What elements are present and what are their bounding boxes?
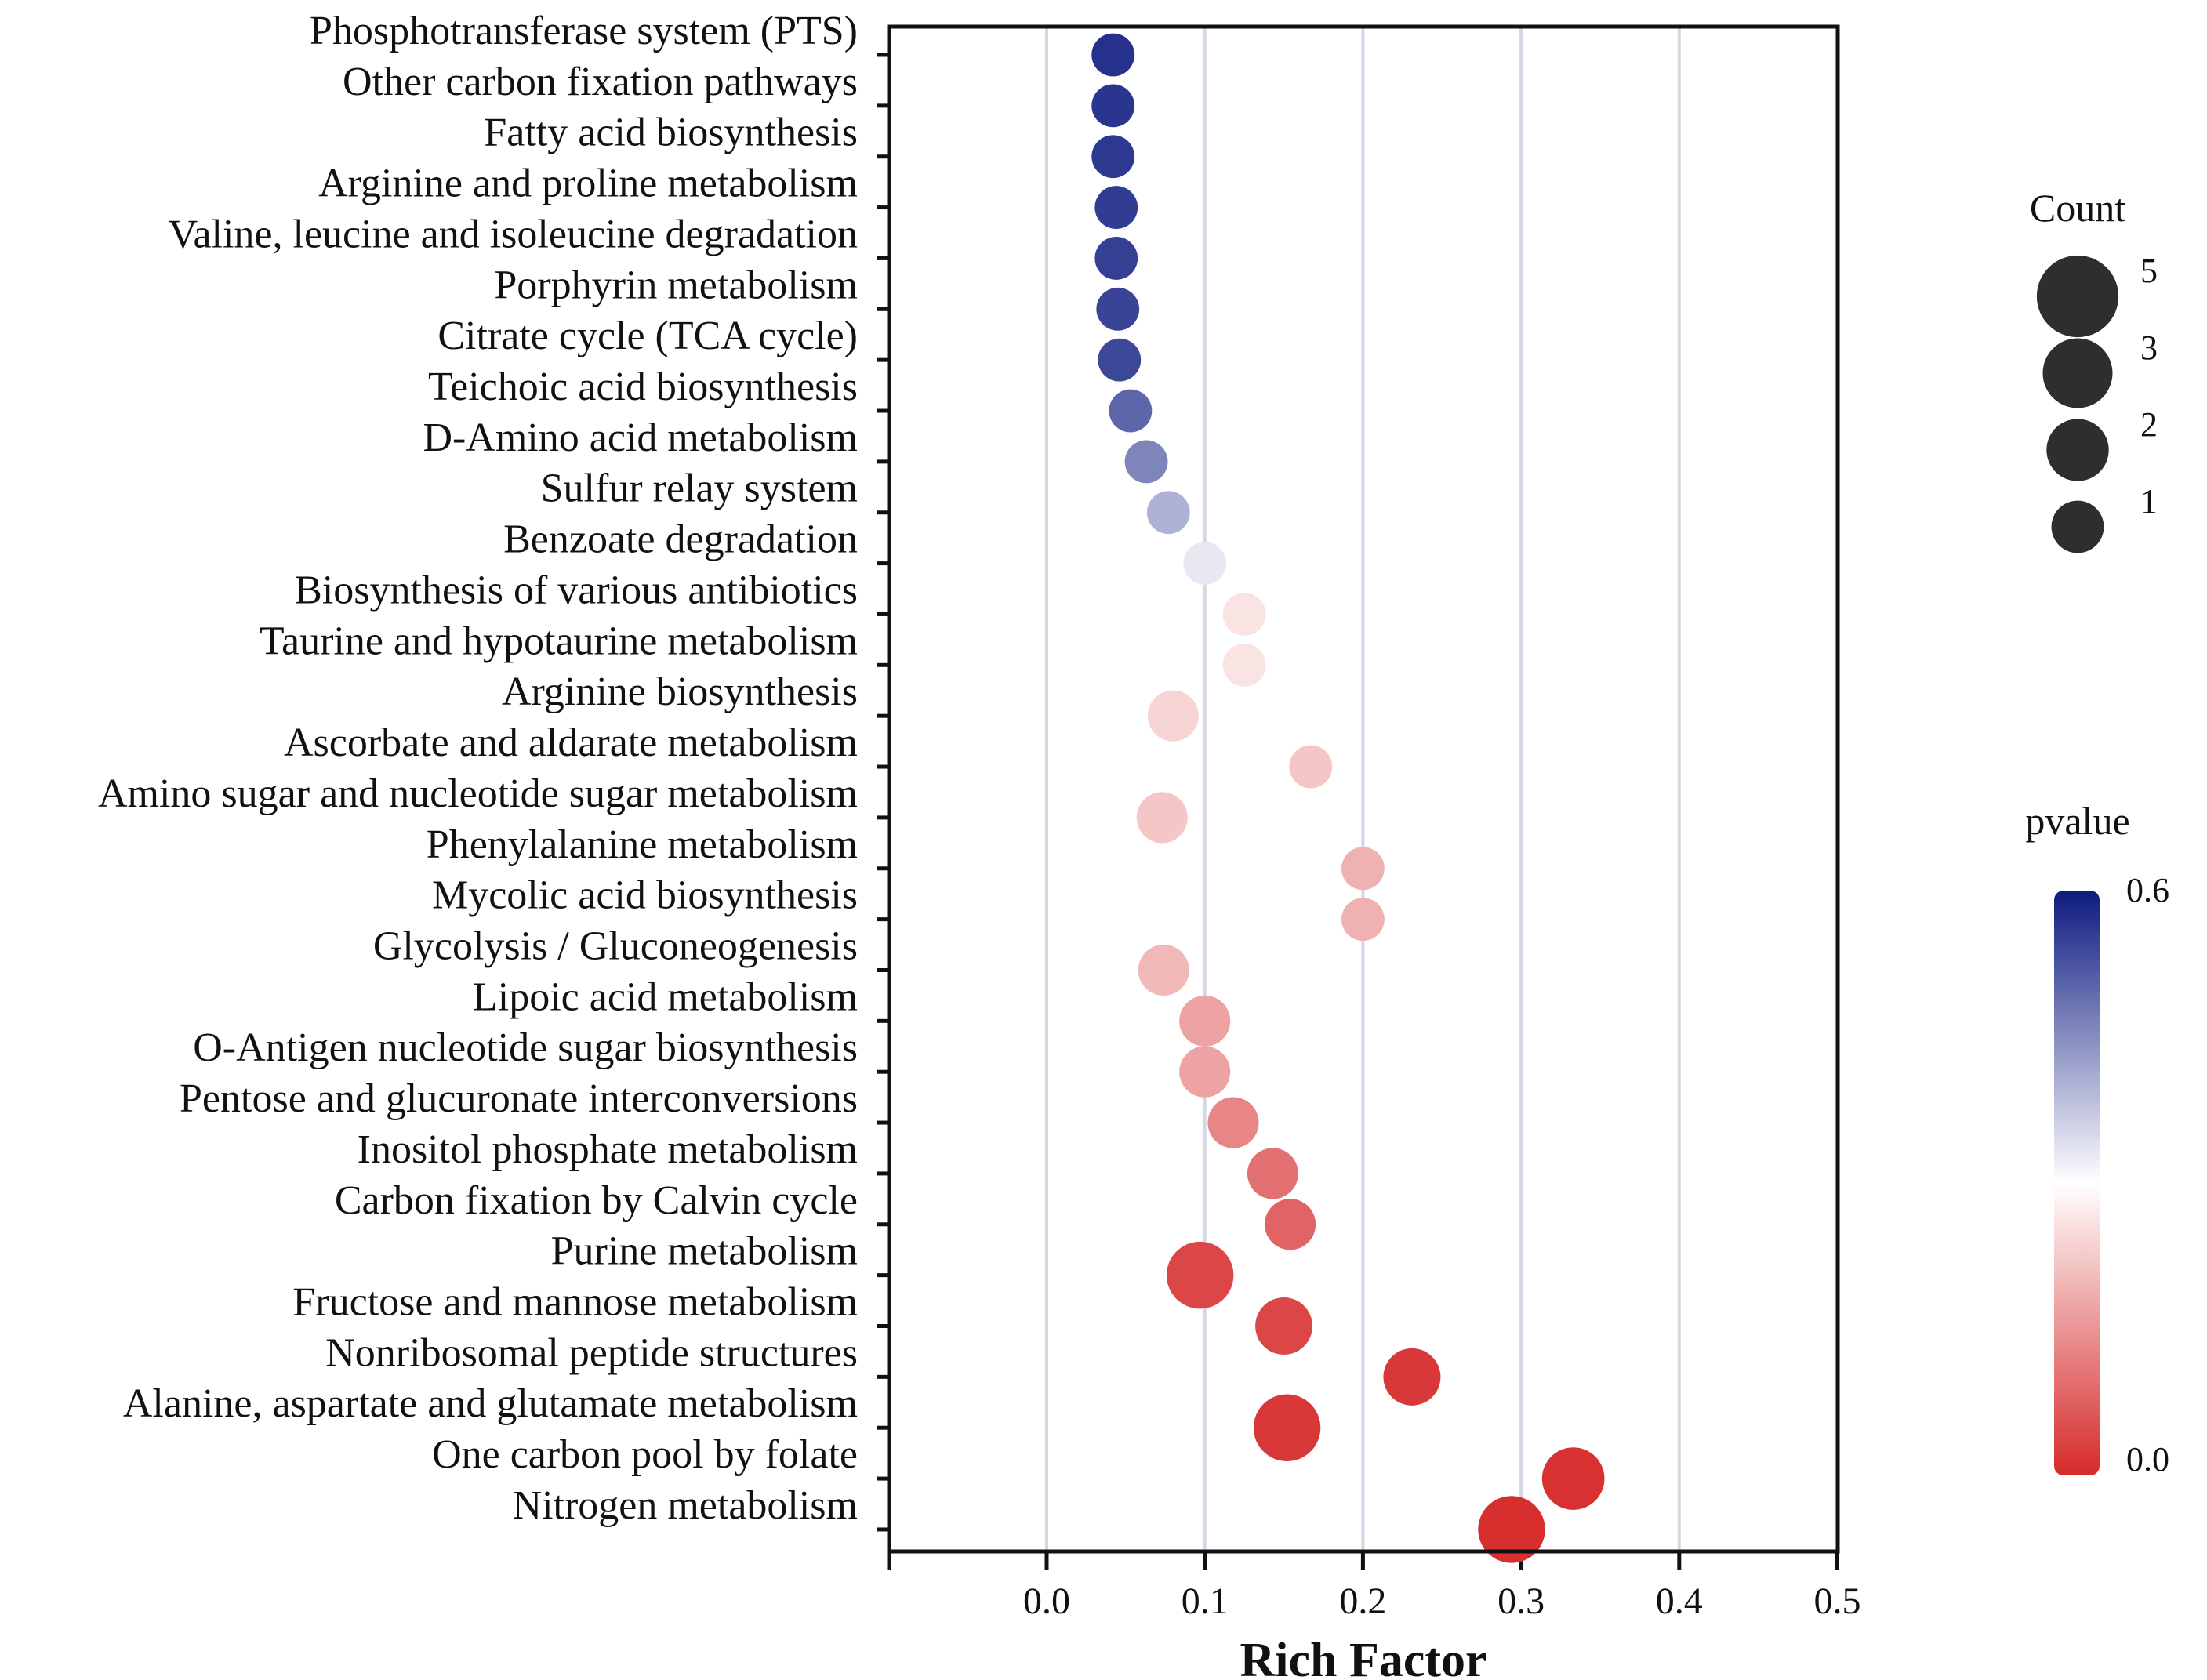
bubble (1222, 643, 1266, 687)
bubble (1222, 593, 1266, 636)
count-legend-items: 5 3 2 1 (2036, 252, 2158, 553)
plot-frame (887, 24, 1840, 1554)
x-tick-label: 0.0 (1023, 1580, 1070, 1622)
category-label: Lipoic acid metabolism (473, 974, 858, 1019)
category-label: Fatty acid biosynthesis (484, 111, 858, 155)
pvalue-legend-title: pvalue (2025, 799, 2129, 843)
count-legend-label: 2 (2140, 405, 2158, 444)
x-axis-ticks: 0.0 0.1 0.2 0.3 0.4 0.5 (887, 1551, 1861, 1622)
bubble (1207, 1097, 1259, 1148)
x-axis-title: Rich Factor (1240, 1634, 1486, 1680)
category-label: Phosphotransferase system (PTS) (310, 9, 858, 53)
category-label: Taurine and hypotaurine metabolism (260, 619, 858, 663)
category-label: Citrate cycle (TCA cycle) (437, 314, 858, 358)
bubble (1183, 542, 1227, 585)
category-label: Amino sugar and nucleotide sugar metabol… (98, 771, 858, 816)
bubble (1147, 690, 1199, 742)
count-legend-swatch (2046, 419, 2109, 481)
bubble (1253, 1394, 1321, 1461)
x-tick-label: 0.3 (1497, 1580, 1545, 1622)
category-label: O-Antigen nucleotide sugar biosynthesis (193, 1025, 858, 1070)
category-label: Porphyrin metabolism (494, 263, 858, 307)
bubble (1166, 1241, 1234, 1309)
count-legend-title: Count (2030, 186, 2125, 230)
bubble (1146, 491, 1190, 535)
bubble (1091, 33, 1135, 77)
bubble (1096, 287, 1140, 331)
x-tick-label: 0.1 (1182, 1580, 1229, 1622)
bubble (1179, 995, 1231, 1047)
bubble (1098, 338, 1142, 382)
pvalue-legend: pvalue 0.6 0.0 (2025, 799, 2169, 1479)
y-axis-category-labels: Phosphotransferase system (PTS) Other car… (98, 9, 858, 1528)
bubble (1478, 1496, 1545, 1563)
bubble (1094, 186, 1138, 229)
y-axis-ticks (877, 53, 889, 1532)
pvalue-max-label: 0.6 (2126, 871, 2169, 909)
bubble (1124, 440, 1168, 484)
bubble (1247, 1148, 1298, 1199)
category-label: Alanine, aspartate and glutamate metabol… (123, 1381, 858, 1426)
bubble (1094, 237, 1138, 280)
count-legend-label: 1 (2140, 482, 2158, 521)
bubble (1383, 1348, 1441, 1406)
category-label: Glycolysis / Gluconeogenesis (373, 923, 858, 968)
x-tick-label: 0.4 (1656, 1580, 1703, 1622)
pvalue-min-label: 0.0 (2126, 1440, 2169, 1479)
bubbles (1091, 33, 1605, 1563)
category-label: Valine, leucine and isoleucine degradati… (169, 212, 858, 256)
x-tick-label: 0.5 (1814, 1580, 1861, 1622)
category-label: Nonribosomal peptide structures (325, 1330, 858, 1375)
pvalue-colorbar (2054, 891, 2100, 1475)
category-label: Other carbon fixation pathways (343, 60, 858, 104)
count-legend-swatch (2051, 500, 2104, 553)
bubble (1091, 84, 1135, 128)
category-label: Teichoic acid biosynthesis (428, 365, 858, 409)
category-label: Arginine and proline metabolism (318, 161, 858, 206)
category-label: Mycolic acid biosynthesis (432, 873, 858, 918)
bubble (1341, 898, 1385, 942)
count-legend-swatch (2036, 255, 2119, 338)
category-label: Phenylalanine metabolism (427, 822, 858, 867)
category-label: D-Amino acid metabolism (423, 415, 858, 460)
category-label: Benzoate degradation (503, 517, 858, 562)
x-tick-label: 0.2 (1339, 1580, 1386, 1622)
bubble (1091, 135, 1135, 179)
bubble (1255, 1297, 1313, 1355)
bubble (1109, 389, 1153, 433)
bubble (1541, 1447, 1605, 1510)
count-legend-label: 5 (2140, 252, 2158, 290)
category-label: Pentose and glucuronate interconversions (180, 1076, 858, 1121)
bubble (1179, 1046, 1231, 1098)
bubble (1136, 792, 1188, 844)
bubble (1138, 944, 1189, 996)
category-label: Fructose and mannose metabolism (292, 1280, 858, 1325)
category-label: Carbon fixation by Calvin cycle (335, 1178, 858, 1223)
category-label: Nitrogen metabolism (513, 1483, 858, 1528)
category-label: One carbon pool by folate (432, 1432, 858, 1477)
category-label: Biosynthesis of various antibiotics (295, 568, 858, 612)
category-label: Inositol phosphate metabolism (358, 1127, 858, 1172)
count-legend: Count 5 3 2 1 (2030, 186, 2158, 553)
bubble (1265, 1199, 1316, 1250)
x-gridlines (1045, 27, 1681, 1551)
bubble (1289, 745, 1333, 789)
bubble (1341, 847, 1385, 891)
category-label: Arginine biosynthesis (502, 669, 858, 714)
count-legend-swatch (2042, 338, 2113, 408)
count-legend-label: 3 (2140, 328, 2158, 367)
category-label: Purine metabolism (551, 1229, 858, 1274)
category-label: Ascorbate and aldarate metabolism (284, 720, 858, 765)
category-label: Sulfur relay system (541, 466, 858, 511)
